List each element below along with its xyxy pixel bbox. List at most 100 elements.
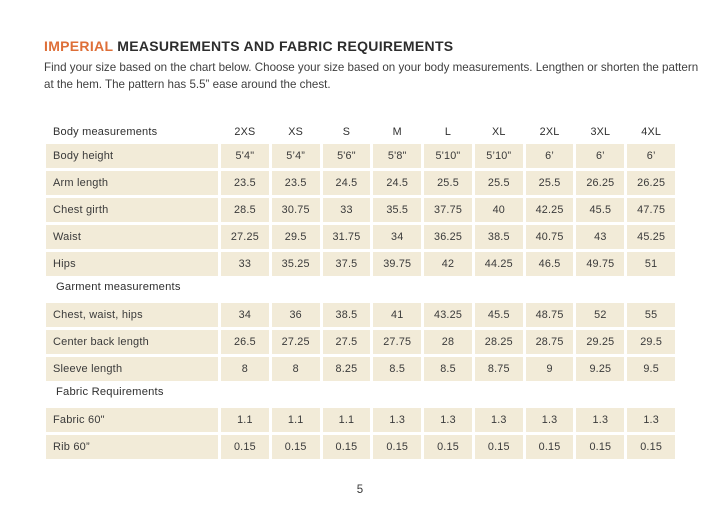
size-column-header: M	[392, 125, 402, 138]
value-cell: 0.15	[271, 435, 320, 459]
size-column-header: 2XS	[234, 125, 256, 138]
value-cell: 1.1	[271, 408, 320, 432]
size-column-header: XL	[491, 125, 506, 138]
value-cell: 1.1	[322, 408, 371, 432]
value-cell: 1.3	[525, 408, 574, 432]
row-label: Chest, waist, hips	[46, 303, 218, 327]
value-cell: 51	[627, 252, 676, 276]
value-cell: 1.3	[373, 408, 422, 432]
value-cell: 8	[221, 357, 269, 381]
row-label: Fabric 60"	[46, 408, 218, 432]
page-number: 5	[356, 484, 364, 496]
value-cell: 36.25	[424, 225, 472, 249]
value-cell: 40	[474, 198, 523, 222]
value-cell: 8	[271, 357, 320, 381]
value-cell: 1.1	[221, 408, 269, 432]
value-cell: 5'6"	[322, 144, 371, 168]
value-cell: 49.75	[576, 252, 625, 276]
value-cell: 0.15	[474, 435, 523, 459]
value-cell: 25.5	[424, 171, 472, 195]
value-cell: 45.25	[627, 225, 676, 249]
value-cell: 8.25	[322, 357, 371, 381]
value-cell: 6’	[576, 144, 625, 168]
value-cell: 35.5	[373, 198, 422, 222]
value-cell: 9.25	[576, 357, 625, 381]
table-row: Rib 60” 0.15 0.15 0.15 0.15 0.15 0.15 0.15 0.15 0…	[46, 435, 676, 459]
value-cell: 0.15	[525, 435, 574, 459]
value-cell: 27.25	[271, 330, 320, 354]
value-cell: 23.5	[271, 171, 320, 195]
value-cell: 5'8"	[373, 144, 422, 168]
table-header-label: Body measurements	[53, 125, 158, 138]
value-cell: 0.15	[424, 435, 472, 459]
table-row: Fabric 60" 1.1 1.1 1.1 1.3 1.3 1.3 1.3 1.3 1.3	[46, 408, 676, 432]
measurements-table: Body measurements 2XS XS S M L XL 2XL 3XL 4XL Bo…	[46, 119, 676, 462]
row-label: Sleeve length	[46, 357, 218, 381]
value-cell: 28.25	[474, 330, 523, 354]
size-column-header: 2XL	[539, 125, 560, 138]
value-cell: 26.5	[221, 330, 269, 354]
table-row: Center back length 26.5 27.25 27.5 27.75 28 28…	[46, 330, 676, 354]
value-cell: 41	[373, 303, 422, 327]
page-title-rest: MEASUREMENTS AND FABRIC REQUIREMENTS	[117, 38, 454, 54]
value-cell: 8.5	[373, 357, 422, 381]
size-column-header: XS	[288, 125, 304, 138]
value-cell: 55	[627, 303, 676, 327]
value-cell: 46.5	[525, 252, 574, 276]
value-cell: 28	[424, 330, 472, 354]
row-label: Waist	[46, 225, 218, 249]
value-cell: 9	[525, 357, 574, 381]
value-cell: 37.75	[424, 198, 472, 222]
value-cell: 47.75	[627, 198, 676, 222]
value-cell: 34	[221, 303, 269, 327]
value-cell: 24.5	[373, 171, 422, 195]
value-cell: 5’10”	[474, 144, 523, 168]
intro-paragraph: Find your size based on the chart below.…	[44, 61, 699, 91]
value-cell: 0.15	[373, 435, 422, 459]
value-cell: 31.75	[322, 225, 371, 249]
value-cell: 28.5	[221, 198, 269, 222]
value-cell: 33	[221, 252, 269, 276]
value-cell: 26.25	[576, 171, 625, 195]
table-row: Waist 27.25 29.5 31.75 34 36.25 38.5 40.75 43 45.…	[46, 225, 676, 249]
value-cell: 40.75	[525, 225, 574, 249]
value-cell: 42	[424, 252, 472, 276]
value-cell: 45.5	[474, 303, 523, 327]
value-cell: 24.5	[322, 171, 371, 195]
value-cell: 48.75	[525, 303, 574, 327]
value-cell: 43	[576, 225, 625, 249]
page-title-accent: IMPERIAL	[44, 38, 114, 54]
value-cell: 45.5	[576, 198, 625, 222]
value-cell: 52	[576, 303, 625, 327]
value-cell: 5’4”	[271, 144, 320, 168]
value-cell: 42.25	[525, 198, 574, 222]
value-cell: 0.15	[322, 435, 371, 459]
table-row: Arm length 23.5 23.5 24.5 24.5 25.5 25.5 25.5 26…	[46, 171, 676, 195]
row-label: Chest girth	[46, 198, 218, 222]
row-label: Center back length	[46, 330, 218, 354]
value-cell: 0.15	[627, 435, 676, 459]
size-column-header: S	[342, 125, 351, 138]
value-cell: 1.3	[627, 408, 676, 432]
value-cell: 0.15	[576, 435, 625, 459]
value-cell: 44.25	[474, 252, 523, 276]
size-column-header: 4XL	[641, 125, 662, 138]
table-row: Sleeve length 8 8 8.25 8.5 8.5 8.75 9 9.25 9.5	[46, 357, 676, 381]
row-label: Body height	[46, 144, 218, 168]
value-cell: 37.5	[322, 252, 371, 276]
size-column-header: L	[444, 125, 452, 138]
row-label: Rib 60”	[46, 435, 218, 459]
value-cell: 29.5	[627, 330, 676, 354]
table-row: Body height 5'4" 5’4” 5'6" 5'8" 5'10" 5’10” 6’ 6…	[46, 144, 676, 168]
table-row: Hips 33 35.25 37.5 39.75 42 44.25 46.5 49.75 51	[46, 252, 676, 276]
value-cell: 38.5	[474, 225, 523, 249]
value-cell: 33	[322, 198, 371, 222]
row-label: Hips	[46, 252, 218, 276]
value-cell: 29.25	[576, 330, 625, 354]
size-column-header: 3XL	[590, 125, 611, 138]
value-cell: 29.5	[271, 225, 320, 249]
value-cell: 9.5	[627, 357, 676, 381]
value-cell: 36	[271, 303, 320, 327]
page-title: IMPERIAL MEASUREMENTS AND FABRIC REQUIRE…	[44, 39, 706, 54]
